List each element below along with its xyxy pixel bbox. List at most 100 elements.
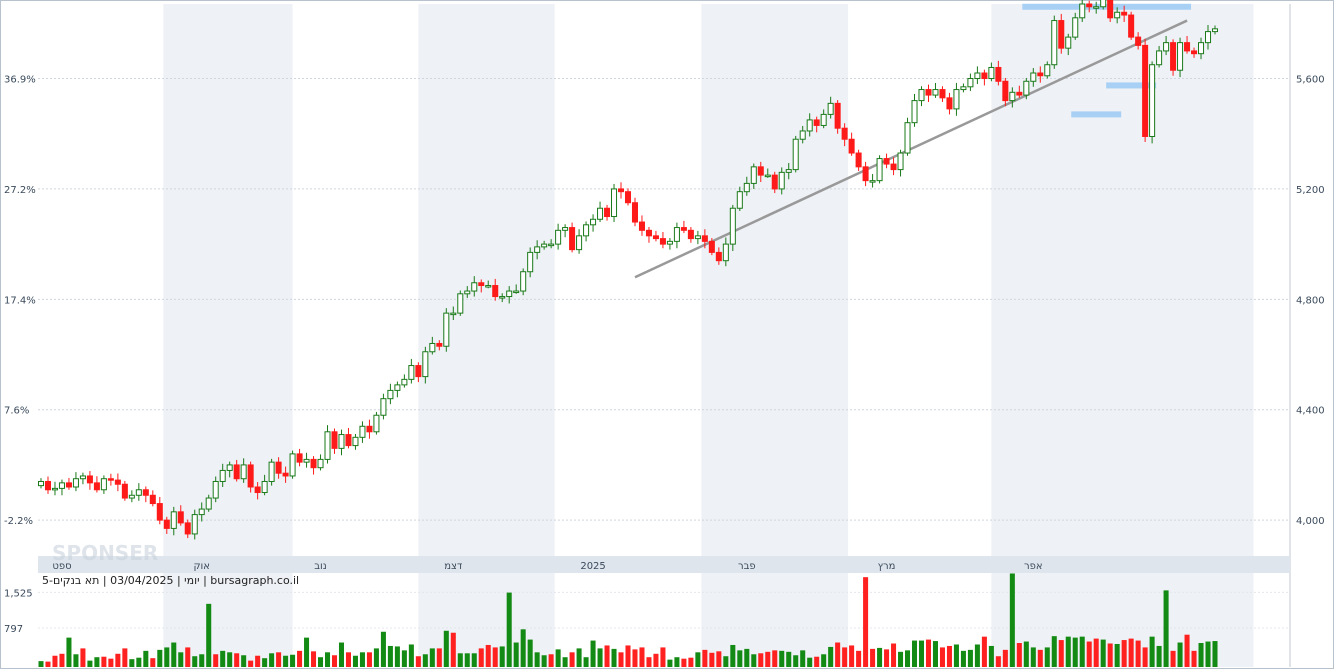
- volume-bar: [541, 655, 547, 667]
- candle-body: [876, 158, 883, 182]
- volume-bar: [702, 649, 708, 667]
- date-label: אפר: [1024, 561, 1043, 572]
- candle: [338, 429, 345, 456]
- volume-bar: [164, 647, 170, 667]
- volume-bar: [1135, 640, 1141, 667]
- volume-bar: [590, 640, 596, 667]
- percent-tick-label: -2.2%: [4, 516, 33, 527]
- date-label: 2025: [580, 561, 605, 572]
- volume-bar: [324, 652, 331, 667]
- candle: [296, 448, 303, 467]
- candle-body: [142, 489, 149, 496]
- volume-bar: [527, 639, 533, 667]
- volume-bar: [429, 648, 435, 667]
- volume-bar: [1114, 643, 1120, 667]
- volume-bar: [1044, 647, 1050, 667]
- candle: [464, 286, 471, 298]
- candle-body: [44, 480, 52, 491]
- candle: [638, 215, 645, 236]
- candle: [827, 96, 834, 119]
- candle-body: [1072, 17, 1079, 38]
- date-axis: ספט אוק נוב דצמ 2025 פבר מרץ אפר: [52, 561, 1042, 572]
- candle-body: [541, 243, 548, 248]
- candle-body: [904, 122, 911, 154]
- candle-body: [198, 508, 205, 516]
- volume-bar: [206, 603, 212, 667]
- volume-bar: [807, 657, 813, 667]
- candle-body: [890, 163, 897, 171]
- volume-bar: [94, 657, 100, 667]
- volume-bar: [842, 647, 848, 667]
- volume-bar: [625, 645, 631, 667]
- volume-bar: [1037, 649, 1043, 667]
- candle: [869, 174, 876, 188]
- gridlines: [38, 78, 1290, 629]
- candle: [1163, 36, 1170, 56]
- volume-bar: [597, 648, 603, 667]
- candle: [806, 113, 813, 137]
- volume-bar: [471, 653, 477, 667]
- volume-bar: [674, 657, 680, 667]
- volume-bar: [192, 656, 198, 667]
- candle-body: [932, 89, 939, 96]
- candle: [1023, 77, 1030, 100]
- volume-bar: [80, 648, 86, 667]
- annotations: [634, 3, 1192, 279]
- volume-bar: [891, 643, 897, 667]
- volume-bar: [1051, 636, 1057, 667]
- percent-tick-label: 36.9%: [4, 75, 36, 86]
- candle-body: [624, 191, 632, 204]
- candle: [247, 461, 254, 493]
- candle-body: [219, 469, 226, 482]
- candle-body: [100, 478, 107, 491]
- volume-bar: [345, 652, 351, 667]
- candle: [583, 221, 590, 242]
- candle: [876, 155, 883, 184]
- candle: [401, 374, 408, 388]
- candle-body: [1142, 44, 1149, 137]
- candle-body: [925, 89, 932, 96]
- candle: [352, 434, 359, 450]
- candle: [51, 481, 58, 496]
- volume-bar: [248, 660, 254, 667]
- candle-body: [471, 282, 478, 292]
- candle: [911, 93, 918, 127]
- candle: [1121, 5, 1128, 22]
- candle-body: [946, 97, 953, 110]
- volume-bar: [967, 649, 973, 667]
- volume-bar: [422, 654, 428, 667]
- volume-bar: [178, 652, 184, 667]
- candle-body: [659, 238, 666, 245]
- candle: [848, 132, 855, 156]
- candle: [1044, 61, 1051, 79]
- candle: [86, 470, 93, 490]
- candle-body: [1114, 11, 1121, 19]
- date-label: פבר: [738, 561, 756, 572]
- volume-bar: [1086, 641, 1092, 667]
- candle-body: [394, 384, 401, 391]
- volume-bar: [66, 637, 72, 667]
- volume-bar: [1198, 643, 1204, 667]
- volume-bar: [576, 648, 582, 667]
- volume-bar: [814, 656, 820, 667]
- volume-bar: [849, 645, 855, 667]
- volume-bar: [464, 653, 470, 667]
- candle: [1211, 25, 1219, 35]
- candle: [317, 454, 324, 471]
- volume-bar: [38, 661, 44, 667]
- candle: [729, 204, 736, 252]
- candle: [673, 222, 680, 249]
- candle: [1142, 38, 1149, 142]
- volume-bar: [695, 652, 701, 667]
- candle-body: [485, 285, 492, 288]
- volume-bar: [157, 649, 163, 667]
- date-label: מרץ: [878, 561, 896, 572]
- volume-bar: [953, 644, 959, 667]
- candle: [890, 157, 897, 176]
- volume-tick-label: 1,525: [4, 588, 33, 599]
- candle-body: [862, 166, 869, 182]
- volume-bar: [932, 641, 938, 667]
- candle: [974, 66, 981, 85]
- price-tick-label: 4,000: [1296, 516, 1325, 527]
